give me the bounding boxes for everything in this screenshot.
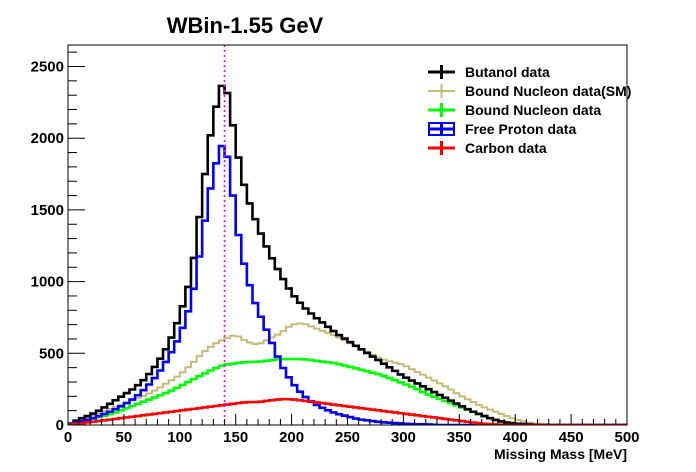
x-axis: 0 50 100 150 200 250 300 350 400 450 500 xyxy=(64,414,640,446)
x-tick-label: 450 xyxy=(559,429,584,446)
legend-entry-bound-nucleon-data: Bound Nucleon data xyxy=(428,102,601,118)
x-tick-label: 50 xyxy=(116,429,133,446)
legend-entry-carbon-data: Carbon data xyxy=(428,140,547,156)
y-tick-label: 2000 xyxy=(31,130,64,147)
x-tick-label: 150 xyxy=(223,429,248,446)
legend-entry-free-proton-data: Free Proton data xyxy=(428,121,576,137)
series-line-free-proton-data xyxy=(68,144,627,425)
y-tick-label: 1500 xyxy=(31,202,64,219)
x-tick-label: 200 xyxy=(279,429,304,446)
chart-title: WBin-1.55 GeV xyxy=(167,13,324,38)
legend: Butanol data Bound Nucleon data(SM) Bound … xyxy=(428,64,631,156)
x-tick-label: 100 xyxy=(167,429,192,446)
series-line-carbon-data xyxy=(68,397,627,425)
y-tick-label: 2500 xyxy=(31,59,64,76)
legend-entry-bound-nucleon-data-sm: Bound Nucleon data(SM) xyxy=(428,83,631,99)
legend-label: Bound Nucleon data xyxy=(465,102,601,118)
x-tick-label: 300 xyxy=(391,429,416,446)
x-tick-label: 400 xyxy=(503,429,528,446)
legend-label: Free Proton data xyxy=(465,121,576,137)
legend-label: Bound Nucleon data(SM) xyxy=(465,83,631,99)
y-axis: 0 500 1000 1500 2000 2500 xyxy=(31,51,85,434)
y-tick-label: 1000 xyxy=(31,274,64,291)
y-tick-label: 0 xyxy=(56,417,64,434)
legend-entry-butanol-data: Butanol data xyxy=(428,64,550,80)
x-tick-label: 500 xyxy=(614,429,639,446)
legend-label: Butanol data xyxy=(465,64,550,80)
series-layer xyxy=(68,84,627,425)
legend-label: Carbon data xyxy=(465,140,547,156)
x-axis-title: Missing Mass [MeV] xyxy=(494,446,627,462)
series-line-butanol-data xyxy=(68,84,627,425)
x-tick-label: 0 xyxy=(64,429,72,446)
x-tick-label: 250 xyxy=(335,429,360,446)
series-line-bound-nucleon-data-sm xyxy=(68,322,627,425)
y-tick-label: 500 xyxy=(39,345,64,362)
x-tick-label: 350 xyxy=(447,429,472,446)
